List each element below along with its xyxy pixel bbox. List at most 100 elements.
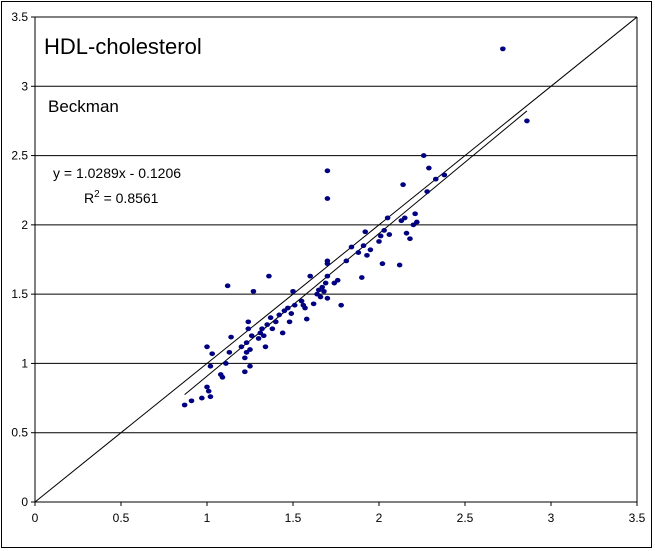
data-point-4 xyxy=(205,388,212,394)
data-point-52 xyxy=(317,294,324,300)
gridlines xyxy=(35,16,637,434)
data-point-22 xyxy=(247,363,253,369)
data-point-66 xyxy=(348,244,355,250)
data-point-20 xyxy=(245,326,252,332)
data-point-21 xyxy=(245,319,252,325)
data-point-91 xyxy=(432,176,439,182)
data-point-77 xyxy=(384,215,391,221)
data-point-71 xyxy=(364,252,370,258)
data-point-48 xyxy=(307,273,314,279)
data-point-88 xyxy=(420,153,427,158)
x-tick-label-4: 2 xyxy=(376,511,383,525)
data-point-31 xyxy=(264,322,271,328)
x-tick-label-1: 0.5 xyxy=(113,511,130,525)
data-point-76 xyxy=(381,228,387,233)
data-point-17 xyxy=(242,355,248,361)
data-point-12 xyxy=(224,283,231,289)
r-squared-label: R2 = 0.8561 xyxy=(84,189,159,206)
y-tick-label-6: 3 xyxy=(21,79,28,93)
data-point-10 xyxy=(219,374,226,380)
identity-line xyxy=(34,16,638,503)
data-point-81 xyxy=(400,182,406,188)
data-point-68 xyxy=(359,275,365,280)
reference-lines xyxy=(34,16,638,503)
data-point-46 xyxy=(302,305,308,311)
tick-labels: 0 0.5 1 1.5 2 2.5 3 3.5 0 0.5 1 1.5 2 2.5 3 3.5 xyxy=(11,10,645,525)
data-point-75 xyxy=(379,261,386,267)
data-points xyxy=(181,46,530,408)
data-point-49 xyxy=(310,301,317,307)
data-point-54 xyxy=(321,288,327,294)
data-point-32 xyxy=(266,273,272,279)
r-squared-exponent: 2 xyxy=(94,189,100,200)
data-point-41 xyxy=(288,311,295,316)
data-point-23 xyxy=(247,347,253,352)
data-point-92 xyxy=(441,172,448,178)
data-point-89 xyxy=(424,189,430,195)
data-point-72 xyxy=(367,247,374,253)
data-point-74 xyxy=(377,233,384,239)
x-tick-label-6: 3 xyxy=(548,511,555,525)
chart-title: HDL-cholesterol xyxy=(44,34,202,59)
data-point-29 xyxy=(260,333,267,339)
data-point-26 xyxy=(255,336,262,341)
x-tick-label-5: 2.5 xyxy=(457,511,474,525)
data-point-82 xyxy=(402,215,408,221)
y-tick-label-1: 0.5 xyxy=(11,426,28,440)
y-tick-label-5: 2.5 xyxy=(11,149,28,163)
data-point-42 xyxy=(290,288,296,294)
r-squared-symbol: R xyxy=(84,190,94,206)
data-point-57 xyxy=(324,273,331,279)
data-point-33 xyxy=(267,315,274,321)
y-tick-label-7: 3.5 xyxy=(11,10,28,24)
y-tick-label-0: 0 xyxy=(21,495,28,509)
data-point-90 xyxy=(426,165,432,171)
data-point-78 xyxy=(386,232,393,237)
data-point-8 xyxy=(209,351,215,357)
data-point-63 xyxy=(334,277,341,283)
data-point-11 xyxy=(223,361,229,366)
data-point-84 xyxy=(407,236,413,242)
data-point-1 xyxy=(188,398,195,404)
data-point-94 xyxy=(524,118,530,124)
data-point-47 xyxy=(303,316,310,322)
data-point-70 xyxy=(362,229,369,235)
data-point-61 xyxy=(324,196,331,201)
data-point-93 xyxy=(500,46,506,52)
data-point-24 xyxy=(248,333,255,339)
data-point-53 xyxy=(319,284,326,290)
data-point-43 xyxy=(291,302,298,308)
x-tick-label-0: 0 xyxy=(32,511,39,525)
x-tick-label-3: 1.5 xyxy=(285,511,302,525)
data-point-39 xyxy=(285,305,291,311)
data-point-0 xyxy=(181,402,188,408)
data-point-83 xyxy=(403,230,410,236)
data-point-15 xyxy=(238,344,245,350)
data-point-37 xyxy=(279,330,286,336)
regression-equation: y = 1.0289x - 0.1206 xyxy=(53,165,181,181)
x-tick-label-2: 1 xyxy=(204,511,211,525)
data-point-13 xyxy=(226,349,233,355)
data-point-79 xyxy=(396,262,403,268)
data-point-40 xyxy=(286,319,293,325)
data-point-69 xyxy=(360,243,367,249)
data-point-36 xyxy=(276,312,283,318)
data-point-16 xyxy=(242,369,248,375)
r-squared-value: = 0.8561 xyxy=(100,190,159,206)
data-point-28 xyxy=(259,326,265,332)
data-point-7 xyxy=(204,344,210,350)
y-tick-label-2: 1 xyxy=(21,356,28,370)
data-point-65 xyxy=(343,258,350,264)
data-point-19 xyxy=(243,340,250,346)
chart-subtitle: Beckman xyxy=(48,97,119,116)
data-point-56 xyxy=(324,295,331,301)
data-point-30 xyxy=(262,344,269,350)
x-tick-label-7: 3.5 xyxy=(629,511,646,525)
data-point-64 xyxy=(338,302,344,308)
data-point-25 xyxy=(250,288,257,294)
data-point-55 xyxy=(322,280,329,286)
data-point-34 xyxy=(269,326,276,332)
data-point-59 xyxy=(324,258,331,264)
data-point-3 xyxy=(204,384,210,390)
